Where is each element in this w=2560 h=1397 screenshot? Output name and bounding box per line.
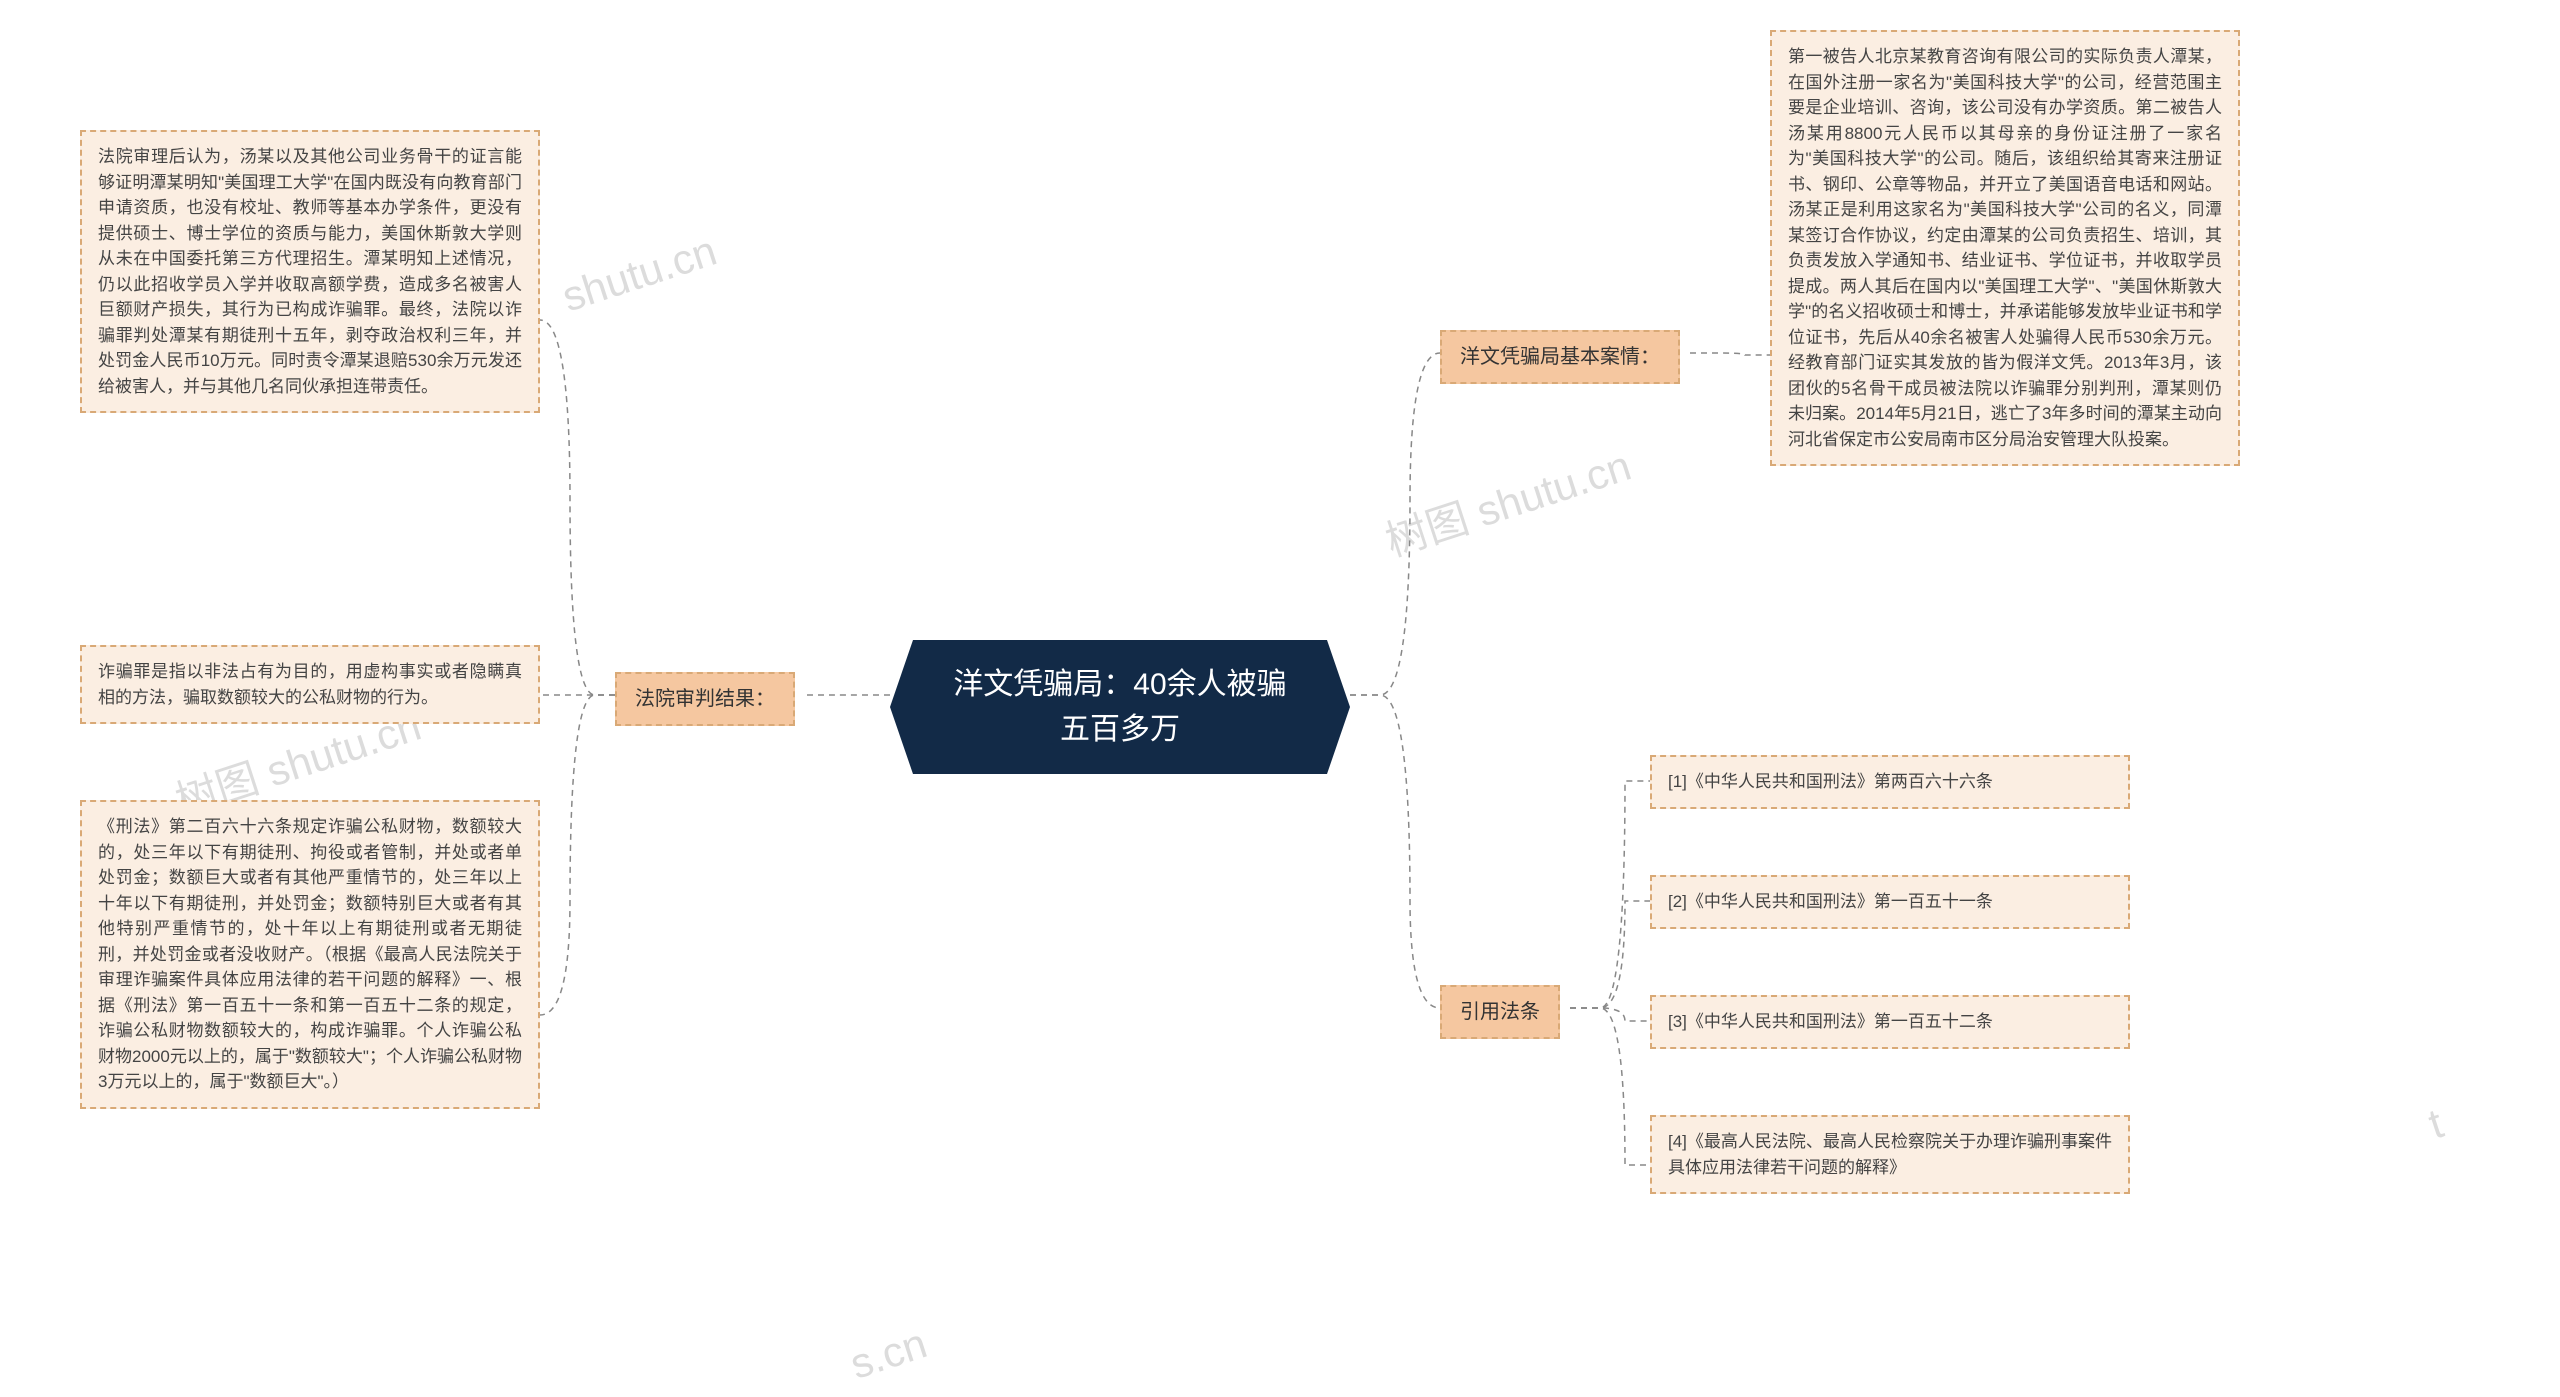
leaf-text: [1]《中华人民共和国刑法》第两百六十六条 bbox=[1668, 772, 1993, 791]
leaf-text: [3]《中华人民共和国刑法》第一百五十二条 bbox=[1668, 1012, 1993, 1031]
leaf-text: [4]《最高人民法院、最高人民检察院关于办理诈骗刑事案件具体应用法律若干问题的解… bbox=[1668, 1132, 2112, 1177]
branch-court-result[interactable]: 法院审判结果： bbox=[615, 672, 795, 726]
leaf-text: 法院审理后认为，汤某以及其他公司业务骨干的证言能够证明潭某明知"美国理工大学"在… bbox=[98, 147, 522, 396]
leaf-text: 诈骗罪是指以非法占有为目的，用虚构事实或者隐瞒真相的方法，骗取数额较大的公私财物… bbox=[98, 662, 522, 707]
leaf-law-4[interactable]: [4]《最高人民法院、最高人民检察院关于办理诈骗刑事案件具体应用法律若干问题的解… bbox=[1650, 1115, 2130, 1194]
branch-label: 法院审判结果： bbox=[635, 688, 775, 710]
root-node[interactable]: 洋文凭骗局：40余人被骗 五百多万 bbox=[890, 640, 1350, 774]
leaf-court-1[interactable]: 法院审理后认为，汤某以及其他公司业务骨干的证言能够证明潭某明知"美国理工大学"在… bbox=[80, 130, 540, 413]
leaf-text: 第一被告人北京某教育咨询有限公司的实际负责人潭某，在国外注册一家名为"美国科技大… bbox=[1788, 47, 2222, 449]
watermark: 树图 shutu.cn bbox=[1377, 432, 1638, 569]
leaf-law-2[interactable]: [2]《中华人民共和国刑法》第一百五十一条 bbox=[1650, 875, 2130, 929]
branch-label: 洋文凭骗局基本案情： bbox=[1460, 346, 1660, 368]
branch-laws[interactable]: 引用法条 bbox=[1440, 985, 1560, 1039]
leaf-court-3[interactable]: 《刑法》第二百六十六条规定诈骗公私财物，数额较大的，处三年以下有期徒刑、拘役或者… bbox=[80, 800, 540, 1109]
leaf-law-1[interactable]: [1]《中华人民共和国刑法》第两百六十六条 bbox=[1650, 755, 2130, 809]
connector bbox=[1570, 901, 1650, 1008]
root-line2: 五百多万 bbox=[1060, 713, 1180, 746]
branch-label: 引用法条 bbox=[1460, 1001, 1540, 1023]
leaf-text: 《刑法》第二百六十六条规定诈骗公私财物，数额较大的，处三年以下有期徒刑、拘役或者… bbox=[98, 817, 522, 1091]
connector bbox=[1570, 781, 1650, 1008]
connector bbox=[1350, 695, 1440, 1008]
watermark: s.cn bbox=[844, 1319, 932, 1388]
watermark: t bbox=[2423, 1099, 2449, 1148]
connector bbox=[540, 695, 615, 1015]
connector bbox=[1570, 1008, 1650, 1165]
root-line1: 洋文凭骗局：40余人被骗 bbox=[953, 668, 1286, 701]
connector bbox=[1570, 1008, 1650, 1021]
leaf-law-3[interactable]: [3]《中华人民共和国刑法》第一百五十二条 bbox=[1650, 995, 2130, 1049]
connector bbox=[540, 320, 615, 695]
leaf-text: [2]《中华人民共和国刑法》第一百五十一条 bbox=[1668, 892, 1993, 911]
leaf-court-2[interactable]: 诈骗罪是指以非法占有为目的，用虚构事实或者隐瞒真相的方法，骗取数额较大的公私财物… bbox=[80, 645, 540, 724]
branch-case-facts[interactable]: 洋文凭骗局基本案情： bbox=[1440, 330, 1680, 384]
watermark: shutu.cn bbox=[556, 227, 722, 322]
connector bbox=[1690, 353, 1770, 355]
connector bbox=[1350, 353, 1440, 695]
leaf-case-1[interactable]: 第一被告人北京某教育咨询有限公司的实际负责人潭某，在国外注册一家名为"美国科技大… bbox=[1770, 30, 2240, 466]
